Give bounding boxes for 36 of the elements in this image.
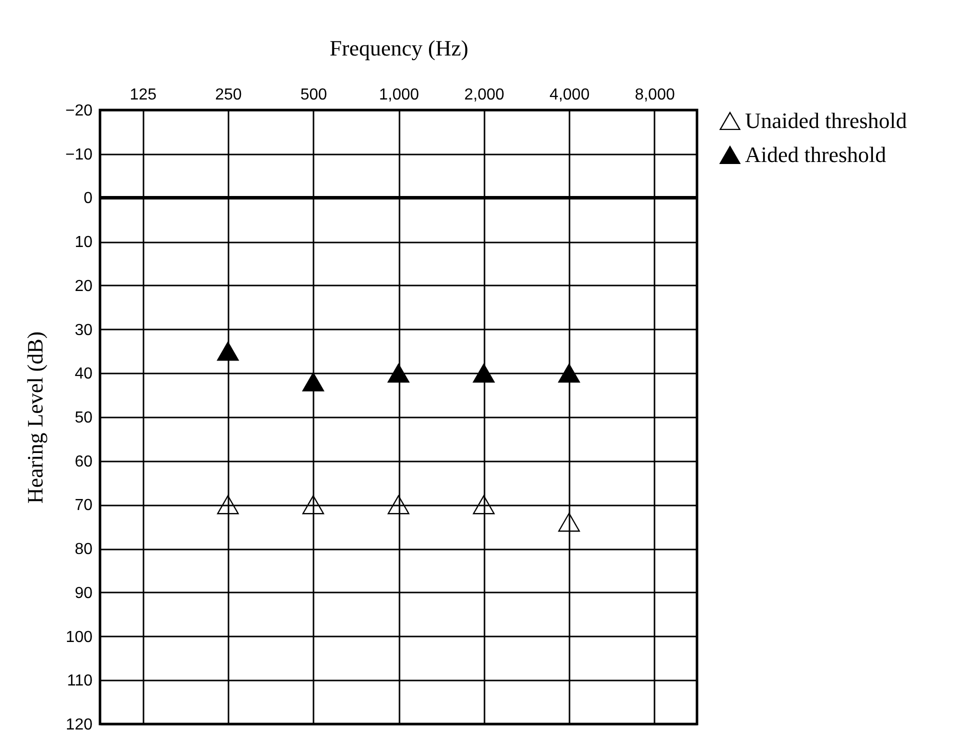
y-tick-label: 50 (74, 410, 93, 426)
y-axis-title: Hearing Level (dB) (22, 331, 48, 504)
point (217, 342, 239, 361)
y-tick-label: 120 (66, 716, 93, 734)
y-tick-label: 40 (74, 366, 93, 383)
y-tick-label: 10 (74, 234, 93, 252)
point (558, 364, 580, 383)
point (302, 372, 324, 392)
y-tick-label: 110 (66, 672, 93, 690)
y-tick-label: 100 (66, 628, 93, 646)
x-axis-title: Frequency (Hz) (330, 36, 468, 60)
y-tick-label: 20 (74, 278, 93, 295)
point (472, 364, 495, 383)
x-tick-label: 2,000 (464, 86, 504, 104)
point (558, 512, 580, 532)
y-tick-label: 80 (74, 541, 93, 558)
x-tick-label: 125 (130, 86, 157, 104)
point (472, 495, 495, 514)
x-tick-label: 500 (300, 86, 328, 104)
y-tick-label: 90 (74, 584, 93, 602)
y-tick-label: −20 (65, 102, 93, 120)
y-tick-label: 60 (74, 453, 93, 470)
x-tick-label: 1,000 (378, 86, 420, 104)
legend-label: Aided threshold (745, 142, 886, 167)
point (302, 495, 324, 514)
legend-label: Unaided threshold (745, 108, 907, 133)
y-tick-label: 0 (84, 190, 93, 208)
x-tick-label: 4,000 (550, 86, 590, 104)
x-tick-label: 250 (215, 86, 242, 104)
y-tick-label: −10 (65, 146, 93, 164)
point (388, 364, 410, 383)
x-tick-label: 8,000 (634, 86, 675, 104)
point (388, 495, 410, 514)
y-tick-label: 70 (74, 497, 93, 514)
y-tick-label: 30 (74, 322, 93, 339)
point (217, 495, 239, 514)
